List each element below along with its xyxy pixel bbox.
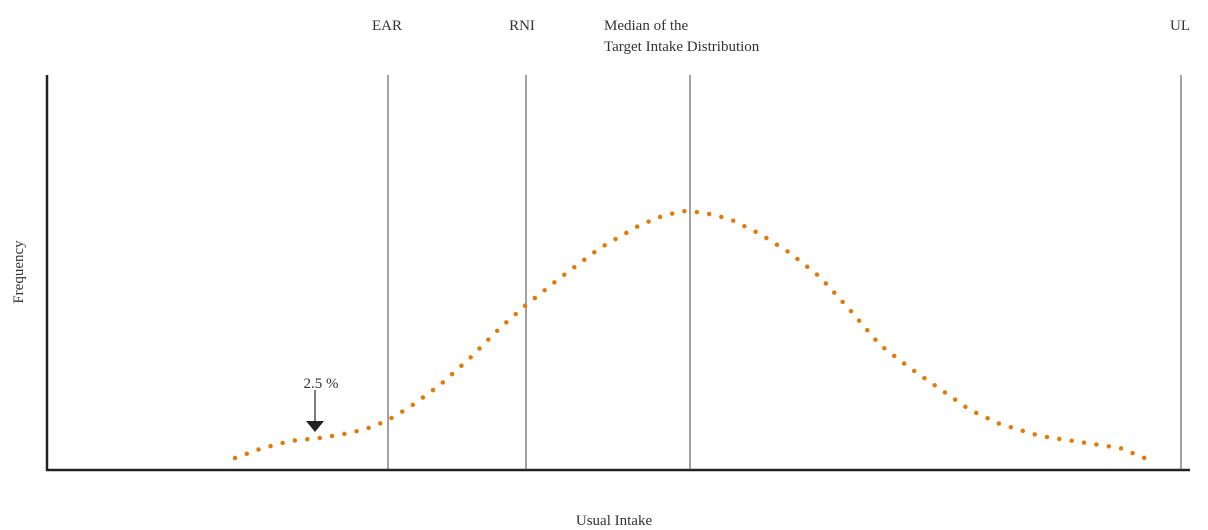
y-axis-label: Frequency [11,240,27,304]
ul-label: UL [1170,18,1190,34]
ear-label: EAR [372,18,402,34]
intake-distribution-curve [232,208,1150,462]
x-axis-label: Usual Intake [576,513,653,529]
median-label: Median of the [604,18,688,34]
annotation-arrowhead [306,421,324,432]
annotation-label: 2.5 % [304,376,339,392]
rni-label: RNI [509,18,535,34]
median-label: Target Intake Distribution [604,39,760,55]
